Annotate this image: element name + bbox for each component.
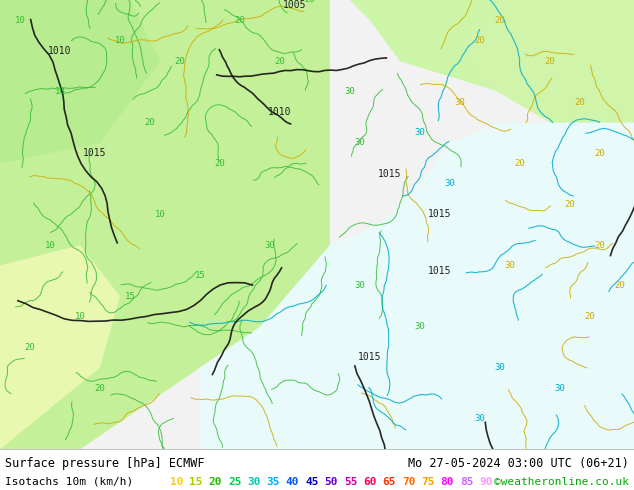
Text: 30: 30 (455, 98, 465, 107)
Text: 15: 15 (189, 477, 203, 487)
Text: 80: 80 (441, 477, 454, 487)
Text: 20: 20 (595, 148, 605, 158)
Text: 1010: 1010 (268, 107, 292, 117)
Text: 90: 90 (479, 477, 493, 487)
Text: 20: 20 (475, 36, 486, 46)
Text: 25: 25 (228, 477, 242, 487)
Text: 30: 30 (555, 384, 566, 392)
Text: 30: 30 (475, 414, 486, 423)
Text: 20: 20 (565, 200, 576, 209)
Polygon shape (0, 245, 120, 449)
Text: 20: 20 (235, 16, 245, 25)
Text: 85: 85 (460, 477, 474, 487)
Text: 1005: 1005 (283, 0, 307, 10)
Text: 35: 35 (266, 477, 280, 487)
Text: 50: 50 (325, 477, 338, 487)
Text: 20: 20 (304, 0, 315, 4)
Text: 20: 20 (94, 384, 105, 392)
Text: 1015: 1015 (428, 209, 452, 220)
Text: 75: 75 (421, 477, 435, 487)
Text: Isotachs 10m (km/h): Isotachs 10m (km/h) (5, 477, 133, 487)
Text: 30: 30 (354, 139, 365, 147)
Text: 20: 20 (215, 159, 225, 168)
Polygon shape (200, 122, 634, 449)
Text: 10: 10 (115, 36, 126, 46)
Text: 65: 65 (383, 477, 396, 487)
Text: 10: 10 (15, 16, 25, 25)
Text: 30: 30 (415, 322, 425, 331)
Text: 20: 20 (614, 281, 625, 291)
Text: ©weatheronline.co.uk: ©weatheronline.co.uk (494, 477, 629, 487)
Text: 1010: 1010 (48, 46, 72, 56)
Polygon shape (350, 0, 634, 92)
Text: Mo 27-05-2024 03:00 UTC (06+21): Mo 27-05-2024 03:00 UTC (06+21) (408, 458, 629, 470)
Text: 10: 10 (170, 477, 183, 487)
Text: 20: 20 (145, 118, 155, 127)
Polygon shape (0, 0, 330, 449)
Text: 45: 45 (306, 477, 319, 487)
Text: 10: 10 (55, 87, 65, 97)
Text: 30: 30 (415, 128, 425, 137)
Text: 40: 40 (286, 477, 299, 487)
Text: Surface pressure [hPa] ECMWF: Surface pressure [hPa] ECMWF (5, 458, 205, 470)
Text: 30: 30 (495, 363, 505, 372)
Polygon shape (0, 0, 160, 163)
Text: 20: 20 (495, 16, 505, 25)
Text: 30: 30 (345, 87, 356, 97)
Text: 1015: 1015 (83, 148, 107, 158)
Text: 30: 30 (247, 477, 261, 487)
Text: 20: 20 (209, 477, 222, 487)
Text: 10: 10 (44, 241, 55, 249)
Text: 30: 30 (505, 261, 515, 270)
Text: 1015: 1015 (428, 266, 452, 275)
Text: 10: 10 (75, 312, 86, 321)
Text: 60: 60 (363, 477, 377, 487)
Text: 20: 20 (574, 98, 585, 107)
Text: 20: 20 (515, 159, 526, 168)
Text: 30: 30 (264, 241, 275, 249)
Text: 15: 15 (195, 271, 205, 280)
Text: 20: 20 (25, 343, 36, 352)
Text: 20: 20 (275, 57, 285, 66)
Text: 15: 15 (125, 292, 136, 301)
Text: 20: 20 (595, 241, 605, 249)
Text: 70: 70 (402, 477, 415, 487)
Text: 30: 30 (354, 281, 365, 291)
Text: 30: 30 (444, 179, 455, 188)
Text: 1015: 1015 (358, 352, 382, 363)
Text: 55: 55 (344, 477, 358, 487)
Text: 10: 10 (155, 210, 165, 219)
Text: 1015: 1015 (378, 169, 402, 178)
Text: 20: 20 (585, 312, 595, 321)
Text: 20: 20 (545, 57, 555, 66)
Polygon shape (460, 0, 634, 122)
Text: 20: 20 (174, 57, 185, 66)
